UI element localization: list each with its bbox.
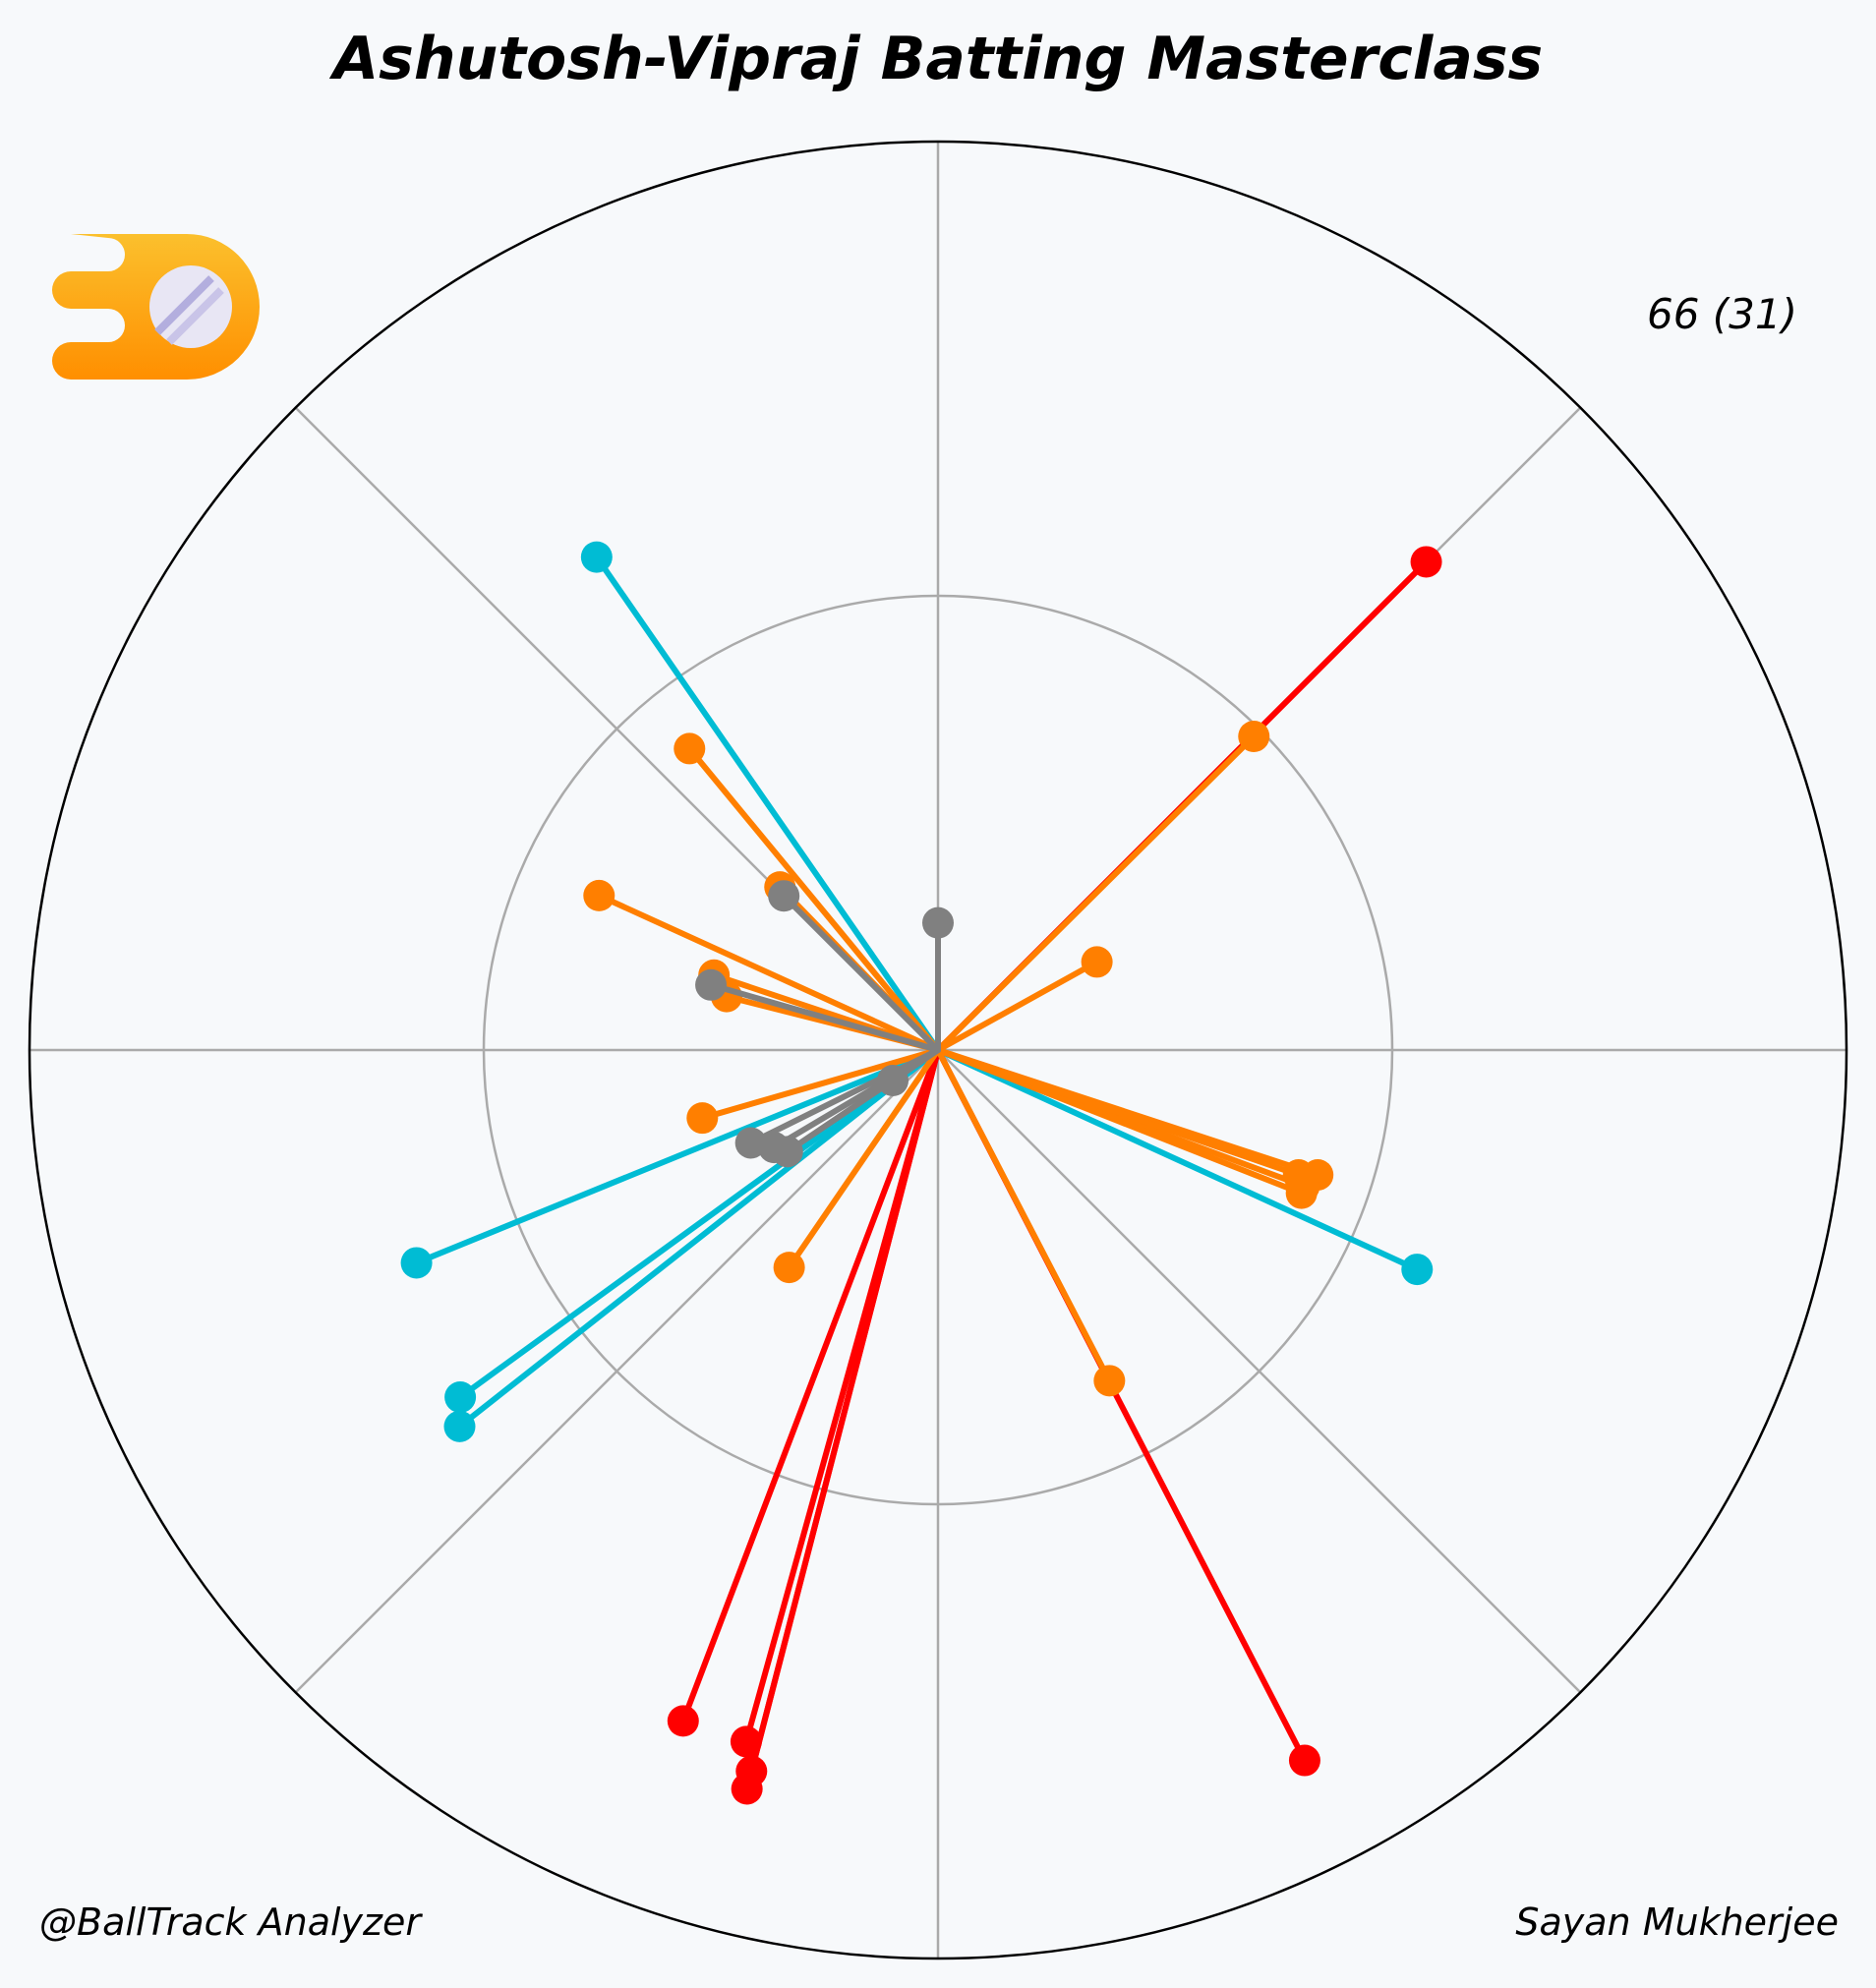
shot-endpoint — [400, 1247, 433, 1279]
shot-line — [935, 1047, 1302, 1178]
shot-line — [457, 1047, 941, 1401]
shot-line — [935, 959, 1100, 1053]
shot-endpoint — [583, 879, 616, 911]
shot-endpoint — [1093, 1365, 1126, 1397]
shot-line — [786, 1047, 941, 1271]
shot-line — [593, 554, 941, 1053]
shot-endpoint — [695, 968, 728, 1001]
shot-endpoint — [1401, 1254, 1434, 1286]
score-label: 66 (31) — [1647, 290, 1797, 338]
shot-line — [708, 981, 941, 1053]
chart-title: Ashutosh-Vipraj Batting Masterclass — [329, 25, 1544, 93]
shot-lines — [400, 541, 1442, 1805]
shot-endpoint — [773, 1252, 805, 1284]
shot-line — [935, 1047, 1113, 1384]
shot-endpoint — [580, 541, 613, 573]
shot-line — [679, 1047, 941, 1725]
shot-line — [686, 745, 941, 1053]
shot-endpoint — [1410, 546, 1442, 578]
shot-endpoint — [768, 880, 800, 912]
shot-line — [784, 1047, 941, 1155]
credit-left: @BallTrack Analyzer — [39, 1900, 423, 1944]
brand-logo — [52, 234, 260, 380]
shot-endpoint — [1081, 946, 1113, 978]
shot-line — [935, 1047, 1421, 1273]
shot-endpoint — [444, 1381, 477, 1414]
shot-line — [743, 1047, 941, 1792]
grid-ring — [482, 594, 1394, 1506]
shot-line — [781, 893, 941, 1053]
shot-line — [935, 732, 1258, 1053]
shot-line — [596, 892, 941, 1053]
shot-line — [699, 1047, 941, 1122]
shot-endpoint — [1288, 1744, 1320, 1777]
shot-endpoint — [1238, 720, 1270, 752]
shot-endpoint — [674, 732, 706, 765]
shot-endpoint — [686, 1102, 719, 1135]
shot-line — [413, 1047, 941, 1266]
shot-endpoint — [731, 1773, 763, 1805]
shot-endpoint — [1282, 1158, 1315, 1191]
shot-endpoint — [443, 1410, 476, 1442]
shot-endpoint — [667, 1705, 699, 1737]
credit-right: Sayan Mukherjee — [1515, 1900, 1839, 1944]
shot-endpoint — [771, 1136, 803, 1168]
shot-endpoint — [922, 906, 954, 939]
shot-line — [456, 1047, 941, 1430]
outer-boundary-ring — [28, 140, 1848, 1960]
